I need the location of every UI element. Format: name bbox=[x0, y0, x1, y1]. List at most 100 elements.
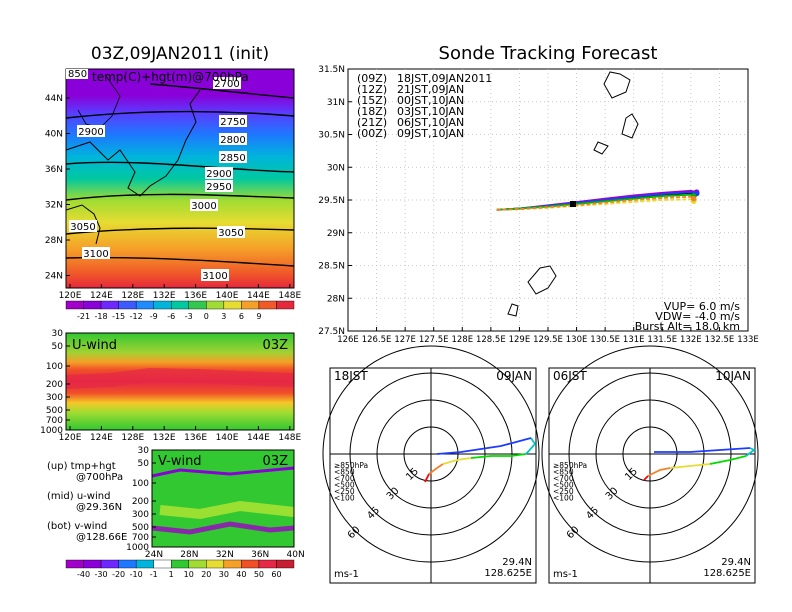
note-line: @700hPa bbox=[76, 472, 123, 483]
lat-tick-label: 27.5N bbox=[318, 327, 345, 337]
temperature-map-panel: 2700 2750 2800 2850 2900 2900 2950 3000 … bbox=[45, 68, 302, 321]
level-legend-label: <850 bbox=[334, 468, 355, 477]
colorbar-tick-label: 3 bbox=[221, 312, 226, 321]
lon-tick-label: 126E bbox=[337, 335, 359, 345]
lon-tick-label: 124E bbox=[90, 291, 113, 301]
lat-tick-label: 36N bbox=[251, 550, 269, 560]
lon-tick-label: 140E bbox=[216, 433, 239, 443]
hodograph-frame bbox=[329, 367, 537, 584]
lat-tick-label: 24N bbox=[145, 550, 163, 560]
wind-profile-segment bbox=[745, 447, 756, 457]
legend-code: (00Z) bbox=[357, 127, 387, 140]
pressure-tick-label: 1000 bbox=[126, 543, 149, 553]
lon-tick-label: 120E bbox=[59, 291, 82, 301]
legend-code: (21Z) bbox=[357, 116, 387, 129]
panel-notes: (up) tmp+hgt @700hPa (mid) u-wind @29.36… bbox=[47, 461, 127, 543]
colorbar-tick-label: -15 bbox=[112, 312, 125, 321]
lat-tick-label: 28N bbox=[45, 236, 63, 246]
legend-text: 06JST,10JAN bbox=[397, 116, 464, 129]
level-legend-label: <700 bbox=[334, 474, 355, 483]
vwind-colorbar: -40 -30 -20 -10 -1 1 10 20 30 40 50 60 bbox=[65, 559, 295, 579]
uwind-frame bbox=[65, 332, 295, 431]
param-vup: VUP= 6.0 m/s bbox=[664, 300, 740, 313]
colorbar-tick-label: -1 bbox=[150, 570, 158, 579]
pressure-tick-label: 50 bbox=[52, 342, 64, 352]
track-endpoint bbox=[690, 195, 697, 202]
param-vdw: VDW= -4.0 m/s bbox=[655, 310, 740, 323]
level-legend-label: <500 bbox=[334, 481, 355, 490]
lat-tick-label: 31.5N bbox=[318, 65, 345, 75]
lat-tick-label: 40N bbox=[45, 130, 63, 140]
lon-tick-label: 136E bbox=[184, 291, 207, 301]
colorbar-tick-label: -40 bbox=[77, 570, 90, 579]
uwind-jet-core bbox=[65, 367, 295, 389]
level-legend-label: <250 bbox=[553, 487, 574, 496]
vwind-lat-ticks: 24N 28N 32N 36N 40N bbox=[145, 550, 305, 560]
track-lat-ticks: 31.5N 31N 30.5N 30N 29.5N 29N 28.5N 28N 27.5N bbox=[318, 65, 352, 337]
colorbar-swatch bbox=[276, 300, 295, 310]
map-frame bbox=[65, 68, 295, 289]
hodograph-time: 06JST bbox=[553, 369, 587, 383]
pressure-tick-label: 30 bbox=[52, 329, 64, 339]
island-outline bbox=[507, 303, 519, 317]
track-lines bbox=[496, 189, 700, 211]
lon-tick-label: 129.5E bbox=[533, 335, 563, 345]
legend-code: (09Z) bbox=[357, 72, 387, 85]
track-lon-ticks: 126E 126.5E 127E 127.5E 128E 128.5E 129E 129.5E… bbox=[337, 327, 759, 345]
note-line: @29.36N bbox=[76, 502, 122, 513]
level-legend-label: ≥850hPa bbox=[553, 461, 587, 470]
colorbar-swatch bbox=[171, 559, 189, 569]
lat-tick-label: 28N bbox=[327, 294, 345, 304]
contour-label: 3050 bbox=[218, 228, 243, 239]
lon-tick-label: 128E bbox=[121, 291, 144, 301]
legend-text: 03JST,10JAN bbox=[397, 105, 464, 118]
map-lon-ticks: 120E 124E 128E 132E 136E 140E 144E 148E bbox=[59, 284, 302, 301]
colorbar-tick-label: -18 bbox=[95, 312, 108, 321]
colorbar-swatch bbox=[241, 300, 260, 310]
legend-code: (18Z) bbox=[357, 105, 387, 118]
colorbar-swatch bbox=[171, 300, 189, 310]
hodograph-time: 18JST bbox=[334, 369, 368, 383]
colorbar-tick-label: 6 bbox=[239, 312, 244, 321]
wind-profile-segment bbox=[470, 453, 527, 459]
contour-label: 3100 bbox=[202, 271, 227, 282]
vwind-band bbox=[151, 521, 295, 535]
wind-profile-segment bbox=[669, 463, 711, 469]
track-series-line bbox=[496, 195, 695, 211]
param-burst: Burst Alt= 18.0 km bbox=[635, 320, 740, 333]
lon-tick-label: 130.5E bbox=[590, 335, 620, 345]
pressure-tick-label: 700 bbox=[132, 533, 149, 543]
lon-tick-label: 127E bbox=[394, 335, 416, 345]
colorbar-swatch bbox=[65, 300, 84, 310]
corner-level-label: 850 bbox=[68, 69, 87, 80]
colorbar-tick-label: -21 bbox=[77, 312, 90, 321]
island-outline bbox=[527, 265, 557, 295]
colorbar-swatch bbox=[206, 300, 225, 310]
hodograph-units: ms-1 bbox=[553, 569, 578, 580]
wind-profile-segment bbox=[436, 437, 532, 455]
pressure-tick-label: 700 bbox=[46, 416, 63, 426]
wind-profile-segment bbox=[643, 475, 649, 481]
lat-tick-label: 31N bbox=[327, 98, 345, 108]
lon-tick-label: 148E bbox=[278, 433, 301, 443]
temperature-colorbar: -21 -18 -15 -12 -9 -6 -3 0 3 6 9 bbox=[65, 300, 295, 321]
lat-tick-label: 29.5N bbox=[318, 196, 345, 206]
pressure-tick-label: 200 bbox=[46, 380, 63, 390]
lon-tick-label: 148E bbox=[278, 291, 301, 301]
pressure-tick-label: 50 bbox=[138, 459, 150, 469]
contour-line bbox=[65, 193, 295, 201]
uwind-lon-ticks: 120E 124E 128E 132E 136E 140E 144E 148E bbox=[59, 426, 302, 443]
colorbar-tick-label: -10 bbox=[130, 570, 143, 579]
legend-text: 09JST,10JAN bbox=[397, 127, 464, 140]
hodograph-lon: 128.625E bbox=[484, 568, 532, 579]
lon-tick-label: 136E bbox=[184, 433, 207, 443]
lat-tick-label: 29N bbox=[327, 229, 345, 239]
colorbar-swatch bbox=[100, 300, 119, 310]
lon-tick-label: 120E bbox=[59, 433, 82, 443]
uwind-label: U-wind bbox=[72, 338, 117, 353]
lon-tick-label: 127.5E bbox=[419, 335, 449, 345]
colorbar-swatch bbox=[118, 300, 137, 310]
lat-tick-label: 40N bbox=[287, 550, 305, 560]
